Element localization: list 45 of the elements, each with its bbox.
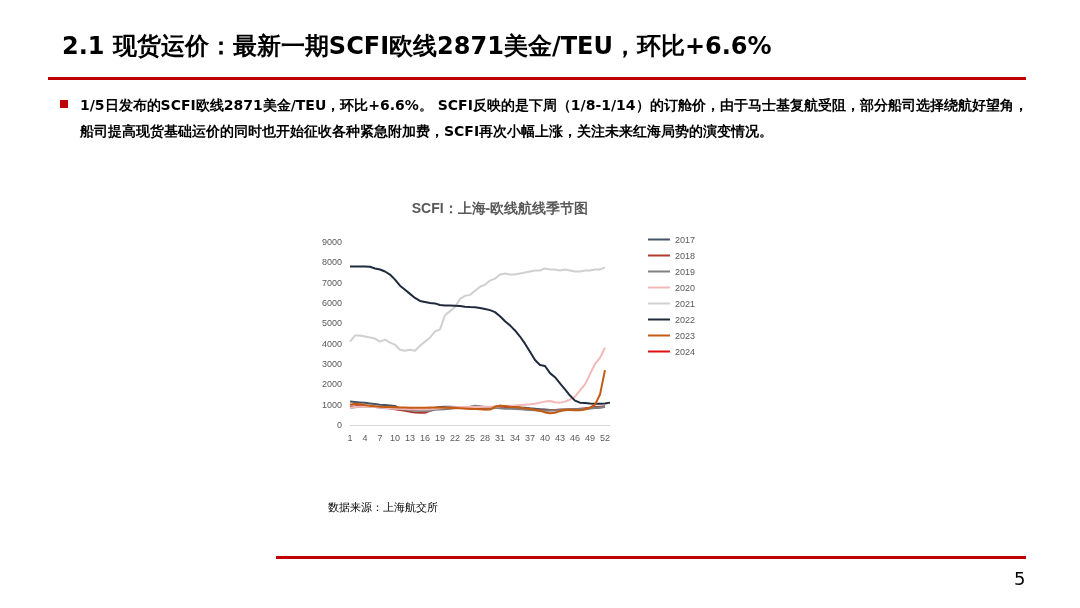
x-tick-label: 37 [524,432,536,443]
x-tick-label: 28 [479,432,491,443]
line-series [349,346,606,411]
y-tick-label: 3000 [321,359,342,369]
x-tick-label: 16 [419,432,431,443]
x-tick-label: 40 [539,432,551,443]
line-series [349,266,606,352]
y-tick-label: 8000 [321,257,342,268]
x-tick-label: 4 [362,432,368,443]
x-tick-label: 43 [554,432,566,443]
chart-title: SCFI：上海-欧线航线季节图 [411,200,589,216]
y-tick-label: 1000 [321,399,342,410]
line-series [349,369,606,415]
y-tick-label: 7000 [321,277,342,288]
x-tick-label: 7 [377,432,383,443]
text: 5 [1014,568,1026,589]
x-tick-label: 19 [434,432,446,443]
y-tick-label: 9000 [321,237,342,247]
x-tick-label: 22 [449,432,461,443]
x-tick-label: 31 [494,432,506,443]
line-series [349,265,611,405]
x-tick-label: 1 [347,432,353,443]
y-tick-label: 5000 [321,318,342,329]
legend-label: 2019 [674,266,696,277]
legend-label: 2022 [674,314,696,325]
x-tick-label: 13 [404,432,416,443]
x-tick-label: 52 [599,432,611,443]
x-tick-label: 34 [509,432,521,443]
x-tick-label: 10 [389,432,401,443]
y-tick-label: 6000 [321,298,342,308]
legend-label: 2018 [674,250,696,261]
legend-label: 2024 [674,346,696,357]
legend-label: 2021 [674,298,696,309]
source-note: 数据来源：上海航交所 [328,500,438,515]
x-tick-label: 46 [569,432,581,443]
y-tick-label: 4000 [321,338,342,349]
text: 2.1 现货运价：最新一期SCFI欧线2871美金/TEU，环比+6.6% [62,31,772,62]
y-tick-label: 2000 [321,379,342,390]
x-tick-label: 49 [584,432,596,443]
text: 1/5日发布的SCFI欧线2871美金/TEU，环比+6.6%。 SCFI反映的是下周（1/8-1/14）的订舱价，由于马士基复航受阻，部分船司选择绕航好望角，船司提高现货基础运价的同时也开始征收各种紧急附加费，SCFI再次小幅上涨，关注未来红海局势的演变情况。 [80,96,1029,141]
legend-label: 2020 [674,282,696,293]
legend-label: 2017 [674,234,696,245]
y-tick-label: 0 [336,420,342,430]
legend-label: 2023 [674,330,696,341]
x-tick-label: 25 [464,432,476,443]
